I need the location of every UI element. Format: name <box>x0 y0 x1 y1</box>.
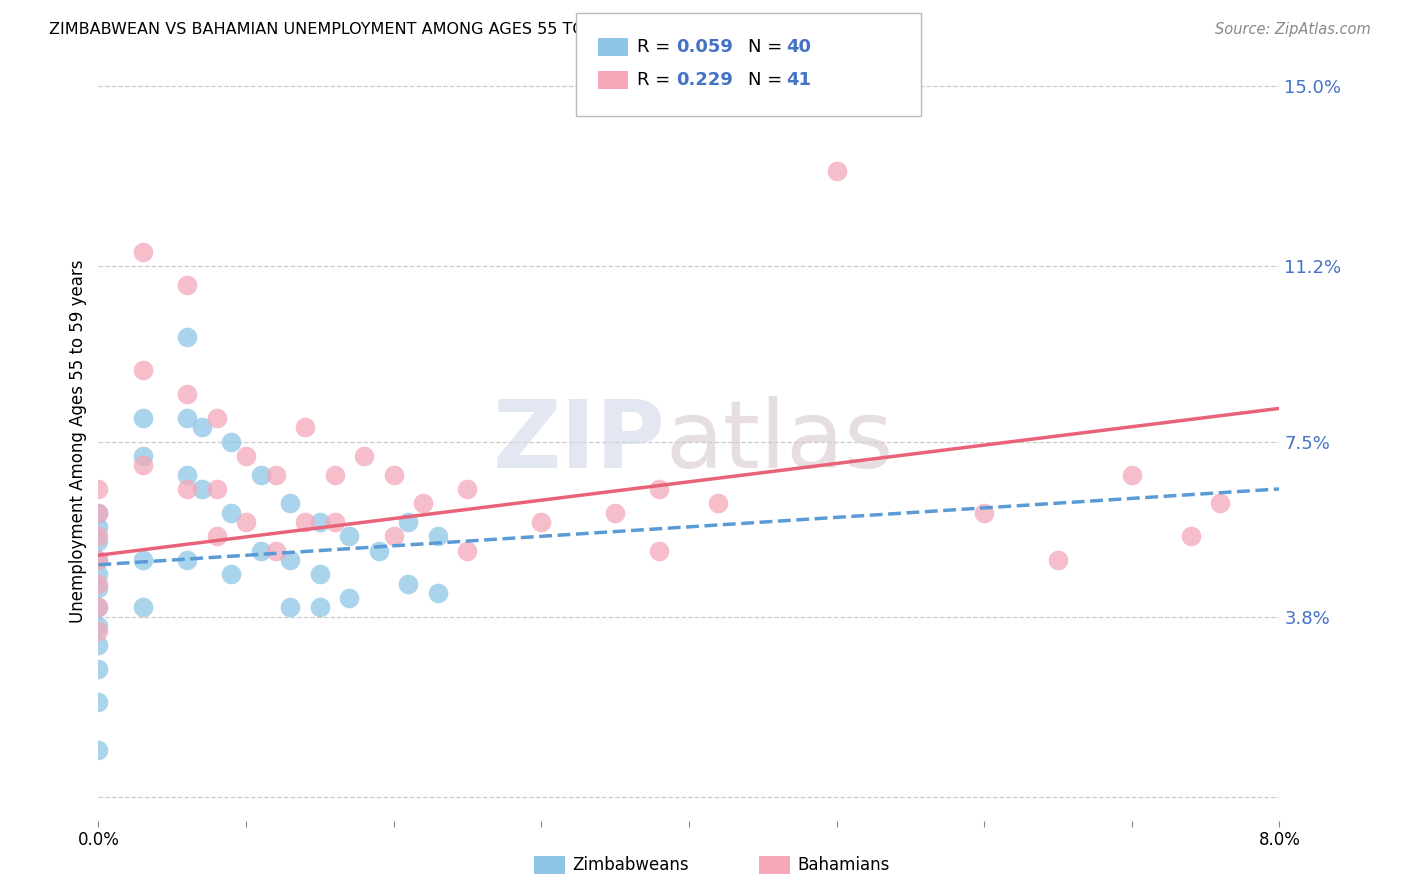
Point <box>1209 496 1232 510</box>
Point <box>132 553 155 567</box>
Point <box>87 567 110 582</box>
Point <box>1121 467 1143 482</box>
Point <box>427 529 450 543</box>
Point <box>973 506 995 520</box>
Point <box>132 458 155 473</box>
Point <box>221 434 243 449</box>
Point <box>280 553 302 567</box>
Point <box>382 467 405 482</box>
Point <box>87 534 110 549</box>
Point <box>176 553 198 567</box>
Point <box>87 624 110 639</box>
Point <box>235 515 257 529</box>
Point <box>530 515 553 529</box>
Point <box>280 600 302 615</box>
Point <box>309 567 332 582</box>
Text: Bahamians: Bahamians <box>797 856 890 874</box>
Point <box>176 467 198 482</box>
Point <box>353 449 375 463</box>
Point <box>176 278 198 293</box>
Text: N =: N = <box>748 38 787 56</box>
Point <box>1046 553 1070 567</box>
Point <box>221 506 243 520</box>
Point <box>309 515 332 529</box>
Point <box>825 164 848 178</box>
Point <box>176 387 198 401</box>
Point <box>323 515 346 529</box>
Point <box>87 520 110 534</box>
Point <box>132 244 155 259</box>
Point <box>87 695 110 709</box>
Point <box>250 467 273 482</box>
Point <box>648 543 671 558</box>
Text: Source: ZipAtlas.com: Source: ZipAtlas.com <box>1215 22 1371 37</box>
Text: Zimbabweans: Zimbabweans <box>572 856 689 874</box>
Point <box>309 600 332 615</box>
Point <box>87 638 110 652</box>
Text: ZIMBABWEAN VS BAHAMIAN UNEMPLOYMENT AMONG AGES 55 TO 59 YEARS CORRELATION CHART: ZIMBABWEAN VS BAHAMIAN UNEMPLOYMENT AMON… <box>49 22 846 37</box>
Point <box>132 363 155 377</box>
Point <box>132 410 155 425</box>
Point <box>1180 529 1202 543</box>
Text: 41: 41 <box>786 71 811 89</box>
Point <box>87 506 110 520</box>
Point <box>132 449 155 463</box>
Y-axis label: Unemployment Among Ages 55 to 59 years: Unemployment Among Ages 55 to 59 years <box>69 260 87 624</box>
Point <box>605 506 627 520</box>
Text: 0.229: 0.229 <box>676 71 733 89</box>
Text: 0.059: 0.059 <box>676 38 733 56</box>
Point <box>176 482 198 496</box>
Point <box>339 529 361 543</box>
Text: R =: R = <box>637 71 676 89</box>
Point <box>87 482 110 496</box>
Point <box>339 591 361 605</box>
Point <box>264 543 287 558</box>
Point <box>191 420 214 434</box>
Point <box>205 482 228 496</box>
Point <box>457 482 479 496</box>
Text: R =: R = <box>637 38 676 56</box>
Point <box>412 496 434 510</box>
Point <box>427 586 450 600</box>
Point <box>87 582 110 596</box>
Point <box>648 482 671 496</box>
Point <box>368 543 391 558</box>
Point <box>235 449 257 463</box>
Point <box>323 467 346 482</box>
Point <box>87 600 110 615</box>
Point <box>87 619 110 633</box>
Point <box>87 742 110 756</box>
Point <box>205 410 228 425</box>
Point <box>176 330 198 344</box>
Point <box>176 410 198 425</box>
Point <box>87 576 110 591</box>
Point <box>205 529 228 543</box>
Text: 40: 40 <box>786 38 811 56</box>
Point <box>707 496 730 510</box>
Point <box>87 662 110 676</box>
Point <box>398 576 420 591</box>
Point <box>398 515 420 529</box>
Point <box>382 529 405 543</box>
Point <box>87 553 110 567</box>
Point <box>294 515 316 529</box>
Point <box>264 467 287 482</box>
Point <box>87 529 110 543</box>
Point <box>250 543 273 558</box>
Point <box>87 553 110 567</box>
Point <box>132 600 155 615</box>
Text: ZIP: ZIP <box>492 395 665 488</box>
Point <box>280 496 302 510</box>
Text: N =: N = <box>748 71 787 89</box>
Point <box>87 506 110 520</box>
Point <box>294 420 316 434</box>
Text: atlas: atlas <box>665 395 894 488</box>
Point <box>87 600 110 615</box>
Point <box>457 543 479 558</box>
Point <box>221 567 243 582</box>
Point <box>191 482 214 496</box>
